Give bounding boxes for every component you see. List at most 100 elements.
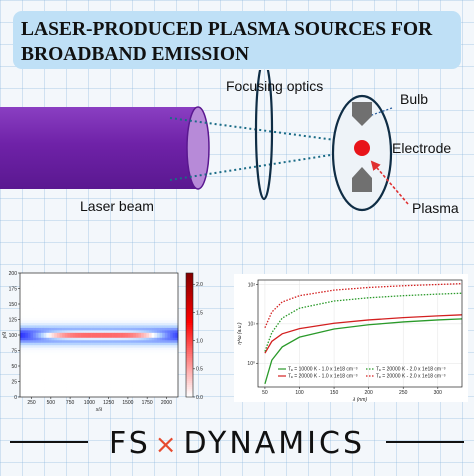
- heatmap-cell: [46, 344, 50, 348]
- heatmap-cell: [80, 372, 84, 375]
- heatmap-cell: [80, 362, 84, 366]
- heatmap-cell: [125, 394, 129, 398]
- heatmap-cell: [93, 392, 97, 395]
- heatmap-cell: [143, 362, 147, 366]
- heatmap-cell: [48, 364, 52, 368]
- heatmap-cell: [127, 379, 131, 383]
- heatmap-cell: [114, 320, 118, 323]
- heatmap-cell: [167, 280, 171, 284]
- heatmap-cell: [164, 367, 168, 371]
- heatmap-cell: [154, 392, 158, 395]
- heatmap-cell: [91, 379, 95, 383]
- heatmap-cell: [122, 277, 126, 281]
- heatmap-cell: [56, 354, 60, 358]
- heatmap-cell: [43, 307, 47, 311]
- heatmap-cell: [22, 273, 26, 276]
- heatmap-cell: [143, 347, 147, 351]
- heatmap-cell: [112, 332, 116, 336]
- heatmap-cell: [77, 387, 81, 390]
- heatmap-cell: [109, 312, 113, 316]
- heatmap-cell: [149, 277, 152, 281]
- heatmap-cell: [122, 327, 126, 331]
- heatmap-cell: [75, 364, 79, 368]
- heatmap-cell: [172, 342, 176, 346]
- heatmap-cell: [67, 325, 71, 328]
- heatmap-cell: [54, 357, 58, 361]
- heatmap-cell: [38, 379, 42, 383]
- heatmap-cell: [146, 335, 150, 338]
- heatmap-cell: [135, 374, 139, 378]
- heatmap-cell: [151, 354, 155, 358]
- heatmap-cell: [96, 290, 100, 294]
- heatmap-cell: [112, 315, 116, 318]
- heatmap-cell: [30, 307, 34, 311]
- heatmap-cell: [130, 374, 134, 378]
- heatmap-cell: [80, 317, 84, 321]
- heatmap-cell: [75, 367, 79, 371]
- heatmap-cell: [88, 285, 92, 289]
- heatmap-cell: [120, 285, 123, 289]
- heatmap-cell: [167, 382, 171, 385]
- heatmap-cell: [112, 275, 116, 279]
- heatmap-cell: [162, 389, 166, 393]
- heatmap-cell: [62, 300, 66, 304]
- heatmap-cell: [114, 317, 118, 321]
- heatmap-cell: [33, 330, 37, 333]
- heatmap-cell: [30, 367, 34, 371]
- heatmap-cell: [122, 389, 126, 393]
- heatmap-cell: [135, 310, 139, 313]
- heatmap-cell: [43, 273, 47, 276]
- heatmap-cell: [27, 325, 31, 328]
- heatmap-cell: [80, 277, 84, 281]
- colorbar-segment: [186, 394, 193, 398]
- heatmap-cell: [151, 384, 155, 388]
- colorbar-segment: [186, 386, 193, 390]
- heatmap-cell: [46, 372, 50, 375]
- heatmap-cell: [127, 394, 131, 398]
- heatmap-cell: [149, 342, 152, 346]
- colorbar-segment: [186, 297, 193, 301]
- heatmap-cell: [85, 362, 89, 366]
- heatmap-cell: [133, 342, 137, 346]
- heatmap-cell: [99, 367, 102, 371]
- heatmap-cell: [88, 392, 92, 395]
- heatmap-cell: [127, 305, 131, 309]
- heatmap-cell: [162, 364, 166, 368]
- heatmap-cell: [106, 332, 110, 336]
- heatmap-cell: [135, 369, 139, 373]
- heatmap-cell: [54, 387, 58, 390]
- heatmap-cell: [35, 310, 39, 313]
- heatmap-cell: [135, 349, 139, 353]
- heatmap-cell: [141, 344, 145, 348]
- heatmap-cell: [38, 310, 42, 313]
- heatmap-cell: [77, 325, 81, 328]
- heatmap-cell: [43, 349, 47, 353]
- x-axis-label: λ (nm): [352, 397, 367, 402]
- heatmap-cell: [38, 384, 42, 388]
- heatmap-cell: [101, 389, 105, 393]
- heatmap-cell: [43, 392, 47, 395]
- heatmap-cell: [172, 320, 176, 323]
- heatmap-cell: [106, 335, 110, 338]
- heatmap-cell: [72, 382, 76, 385]
- heatmap-cell: [120, 379, 123, 383]
- heatmap-cell: [67, 392, 71, 395]
- heatmap-cell: [35, 357, 39, 361]
- heatmap-cell: [120, 307, 123, 311]
- heatmap-cell: [27, 364, 31, 368]
- heatmap-cell: [106, 285, 110, 289]
- heatmap-cell: [99, 364, 102, 368]
- heatmap-cell: [164, 275, 168, 279]
- heatmap-cell: [64, 379, 68, 383]
- heatmap-cell: [67, 379, 71, 383]
- heatmap-cell: [20, 362, 23, 366]
- heatmap-cell: [125, 362, 129, 366]
- heatmap-cell: [88, 372, 92, 375]
- heatmap-cell: [164, 364, 168, 368]
- heatmap-cell: [72, 307, 76, 311]
- heatmap-cell: [125, 387, 129, 390]
- heatmap-cell: [175, 302, 179, 306]
- heatmap-cell: [33, 327, 37, 331]
- heatmap-cell: [167, 384, 171, 388]
- heatmap-cell: [83, 273, 87, 276]
